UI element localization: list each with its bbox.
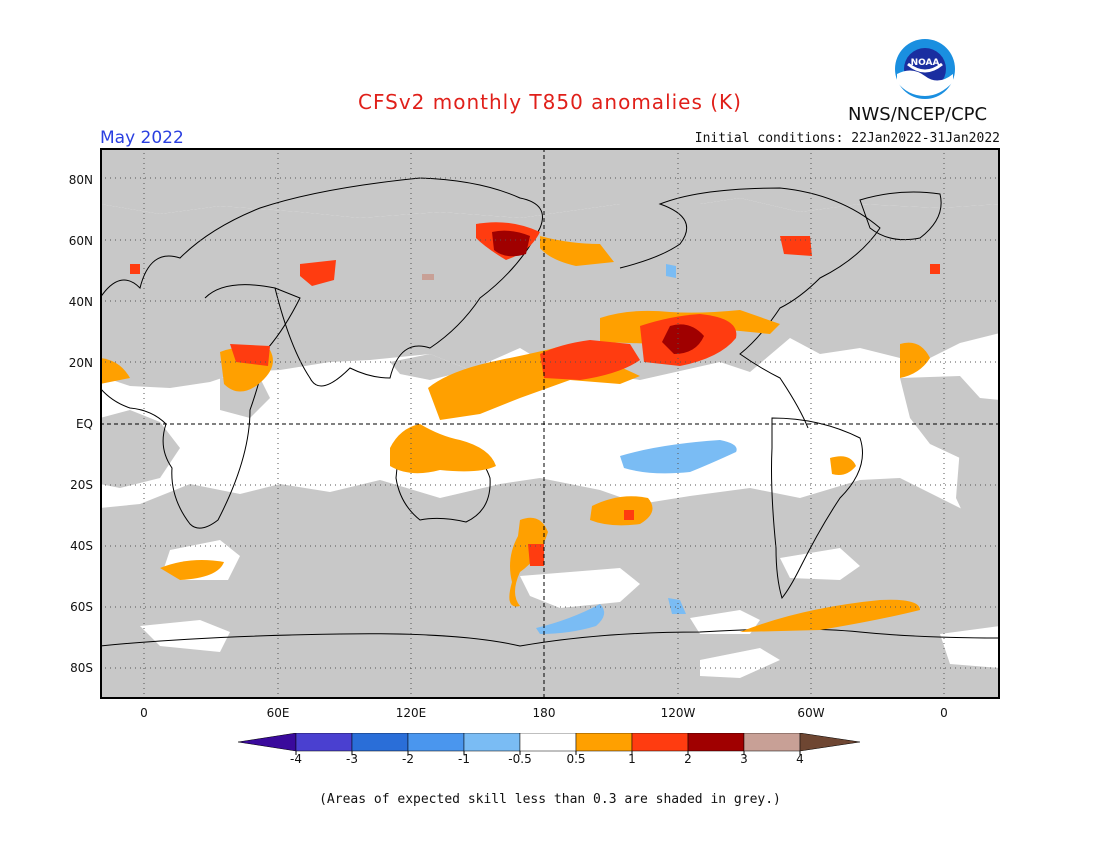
anomaly-se-pacific-blue	[620, 440, 737, 474]
equator-and-dateline	[100, 148, 1000, 699]
legend-bin-minus-2-to-minus-1	[407, 733, 465, 752]
legend-label-minus-3: -3	[346, 752, 358, 766]
anomaly-atlantic-orange	[900, 342, 930, 378]
legend-label-minus-1: -1	[458, 752, 470, 766]
anomaly-sw-pacific-red	[528, 544, 544, 566]
anomaly-siberia-tan	[422, 274, 434, 280]
color-scale-legend	[238, 733, 861, 755]
anomaly-southern-ocean-blue	[536, 604, 605, 634]
lat-label-60s: 60S	[70, 600, 93, 614]
anomaly-w-europe-red	[930, 264, 940, 274]
anomaly-s-atlantic-orange	[830, 456, 856, 475]
lat-label-80s: 80S	[70, 661, 93, 675]
legend-bin-1-to-2	[631, 733, 689, 752]
lat-label-40n: 40N	[68, 295, 93, 309]
anomaly-ne-pacific-darkred	[662, 324, 704, 354]
land-outlines	[100, 177, 1000, 647]
lon-label-60e: 60E	[266, 706, 290, 720]
noaa-logo-text: NOAA	[911, 58, 940, 68]
map-border	[100, 148, 1000, 699]
lat-label-20n: 20N	[68, 356, 93, 370]
legend-label-2: 2	[684, 752, 692, 766]
agency-label: NWS/NCEP/CPC	[848, 104, 988, 125]
skill-footnote: (Areas of expected skill less than 0.3 a…	[319, 792, 781, 807]
anomaly-drake-blue	[668, 598, 686, 614]
legend-bin-near-zero	[519, 733, 577, 752]
lon-label-180: 180	[532, 706, 556, 720]
legend-bin-2-to-3	[687, 733, 745, 752]
lat-label-80n: 80N	[68, 173, 93, 187]
map-title: CFSv2 monthly T850 anomalies (K)	[358, 90, 742, 114]
legend-bin-3-to-4	[743, 733, 801, 752]
anomaly-south-pacific-red	[624, 510, 634, 520]
anomaly-south-orange	[160, 560, 224, 580]
lon-label-120w: 120W	[660, 706, 696, 720]
noaa-logo-icon: NOAA	[895, 39, 955, 99]
positive-anomaly-areas	[100, 222, 940, 632]
legend-label-0-5: 0.5	[566, 752, 586, 766]
lon-label-0-right: 0	[940, 706, 948, 720]
anomaly-alaska-blue	[666, 264, 676, 278]
anomaly-bering-orange	[540, 236, 614, 266]
anomaly-maritime-orange	[390, 424, 496, 474]
lat-label-20s: 20S	[70, 478, 93, 492]
legend-label-1: 1	[628, 752, 636, 766]
anomaly-map	[100, 148, 1000, 699]
legend-bin-0-5-to-1	[575, 733, 633, 752]
legend-label-3: 3	[740, 752, 748, 766]
lon-label-60w: 60W	[797, 706, 825, 720]
anomaly-arabia-red	[230, 344, 270, 366]
legend-label-4: 4	[796, 752, 804, 766]
lat-label-40s: 40S	[70, 539, 93, 553]
anomaly-central-asia-red	[300, 260, 336, 286]
initial-conditions-label: Initial conditions: 22Jan2022-31Jan2022	[694, 131, 1000, 146]
legend-bin-minus-3-to-minus-2	[351, 733, 409, 752]
anomaly-w-africa-orange	[100, 358, 130, 384]
anomaly-bering-darkred	[492, 230, 530, 257]
lat-label-60n: 60N	[68, 234, 93, 248]
anomaly-east-canada-red	[780, 236, 812, 256]
lon-label-0-left: 0	[140, 706, 148, 720]
anomaly-southern-ocean-orange	[740, 599, 920, 632]
legend-bin-minus-1-to-minus-0-5	[463, 733, 521, 752]
lon-label-120e: 120E	[395, 706, 427, 720]
legend-label-minus-0-5: -0.5	[508, 752, 532, 766]
anomaly-south-pacific-orange	[590, 496, 653, 526]
legend-bin-above-4	[799, 733, 861, 752]
legend-label-minus-2: -2	[402, 752, 414, 766]
anomaly-europe-red	[130, 264, 140, 274]
anomaly-central-pacific-red	[540, 340, 640, 380]
legend-bin-minus-4-to-minus-3	[295, 733, 353, 752]
anomaly-sw-pacific-orange	[509, 517, 548, 607]
legend-bin-below-minus-4	[238, 733, 297, 752]
lat-label-eq: EQ	[75, 417, 93, 431]
negative-anomaly-areas	[536, 264, 737, 634]
valid-month-label: May 2022	[100, 128, 184, 148]
legend-label-minus-4: -4	[290, 752, 302, 766]
